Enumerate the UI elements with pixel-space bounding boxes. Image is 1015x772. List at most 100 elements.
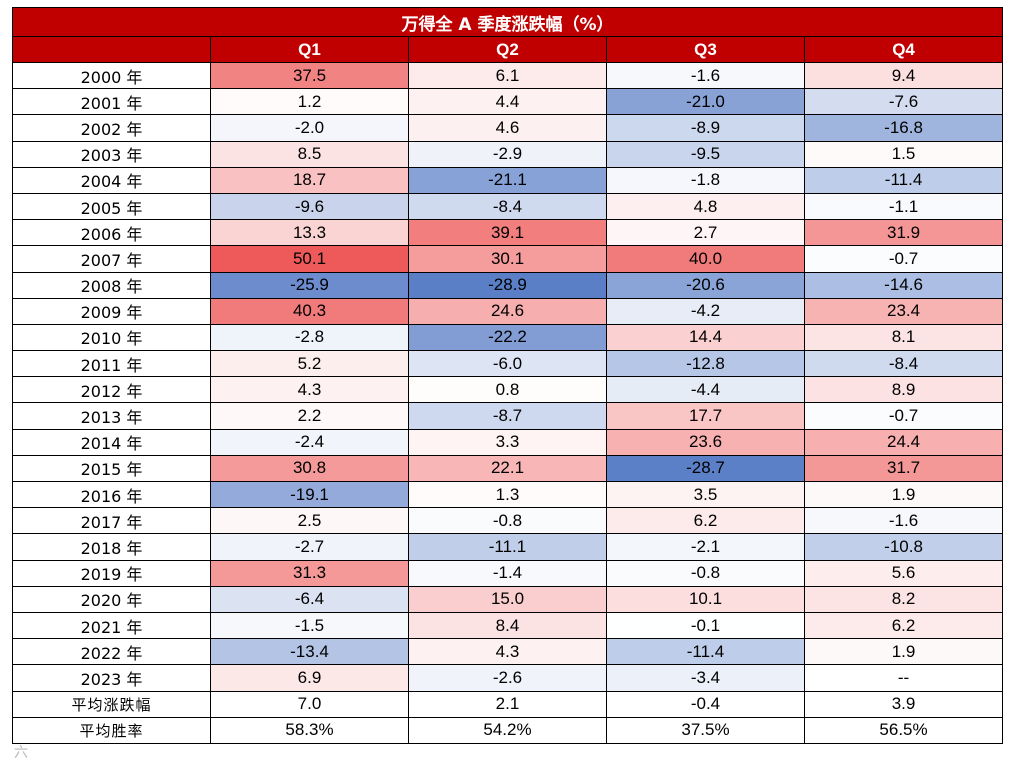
table-title: 万得全 A 季度涨跌幅（%） bbox=[11, 7, 1004, 37]
table-row: 2010 年 -2.8 -22.2 14.4 8.1 bbox=[12, 323, 1004, 352]
value-cell: 30.1 bbox=[408, 245, 607, 273]
value-cell: 6.2 bbox=[606, 507, 805, 535]
table-row: 2018 年 -2.7 -11.1 -2.1 -10.8 bbox=[12, 533, 1004, 561]
value-cell: -8.7 bbox=[408, 402, 607, 430]
value-cell: 2.5 bbox=[210, 507, 409, 535]
value-cell: 50.1 bbox=[210, 245, 409, 273]
value-cell: -14.6 bbox=[803, 271, 1004, 299]
value-cell: 3.5 bbox=[606, 480, 805, 509]
value-cell: -0.7 bbox=[803, 245, 1004, 273]
year-cell: 2021 年 bbox=[12, 611, 211, 640]
summary-label: 平均涨跌幅 bbox=[12, 690, 211, 718]
value-cell: -22.2 bbox=[408, 323, 607, 352]
value-cell: 6.1 bbox=[408, 61, 607, 90]
table-row: 2009 年 40.3 24.6 -4.2 23.4 bbox=[12, 297, 1004, 325]
value-cell: -11.4 bbox=[606, 638, 805, 666]
value-cell: -19.1 bbox=[210, 480, 409, 509]
value-cell: -1.1 bbox=[803, 192, 1004, 221]
value-cell: 24.6 bbox=[408, 297, 607, 325]
table-row: 2002 年 -2.0 4.6 -8.9 -16.8 bbox=[12, 114, 1004, 142]
value-cell: -11.4 bbox=[803, 166, 1004, 194]
value-cell: 4.3 bbox=[210, 376, 409, 404]
summary-label: 平均胜率 bbox=[12, 716, 211, 744]
year-cell: 2007 年 bbox=[12, 245, 211, 273]
year-cell: 2008 年 bbox=[12, 271, 211, 299]
year-cell: 2006 年 bbox=[12, 219, 211, 247]
value-cell: -13.4 bbox=[210, 638, 409, 666]
year-cell: 2022 年 bbox=[12, 638, 211, 666]
value-cell: -2.0 bbox=[210, 114, 409, 142]
value-cell: -1.4 bbox=[408, 559, 607, 587]
value-cell: -3.4 bbox=[606, 664, 805, 692]
value-cell: -2.6 bbox=[408, 664, 607, 692]
table-row: 2023 年 6.9 -2.6 -3.4 -- bbox=[12, 664, 1004, 692]
table-row: 2020 年 -6.4 15.0 10.1 8.2 bbox=[12, 585, 1004, 613]
value-cell: -2.4 bbox=[210, 428, 409, 456]
year-cell: 2010 年 bbox=[12, 323, 211, 352]
value-cell: 22.1 bbox=[408, 454, 607, 483]
value-cell: -1.8 bbox=[606, 166, 805, 194]
table-row: 2013 年 2.2 -8.7 17.7 -0.7 bbox=[12, 402, 1004, 430]
value-cell: 17.7 bbox=[606, 402, 805, 430]
value-cell: -16.8 bbox=[803, 114, 1004, 142]
value-cell: 8.4 bbox=[408, 611, 607, 640]
table-row: 2004 年 18.7 -21.1 -1.8 -11.4 bbox=[12, 166, 1004, 194]
table-row: 2022 年 -13.4 4.3 -11.4 1.9 bbox=[12, 638, 1004, 666]
table-header-row: Q1 Q2 Q3 Q4 bbox=[12, 36, 1004, 63]
value-cell: -6.4 bbox=[210, 585, 409, 613]
year-cell: 2005 年 bbox=[12, 192, 211, 221]
value-cell: 14.4 bbox=[606, 323, 805, 352]
value-cell: 1.9 bbox=[803, 638, 1004, 666]
quarterly-returns-table-wrapper: 万得全 A 季度涨跌幅（%） Q1 Q2 Q3 Q4 2000 年 37.5 6.1… bbox=[11, 7, 1004, 744]
value-cell: 0.8 bbox=[408, 376, 607, 404]
value-cell: -1.6 bbox=[606, 61, 805, 90]
year-cell: 2017 年 bbox=[12, 507, 211, 535]
table-title-row: 万得全 A 季度涨跌幅（%） bbox=[11, 7, 1004, 37]
value-cell: -20.6 bbox=[606, 271, 805, 299]
value-cell: 8.1 bbox=[803, 323, 1004, 352]
year-cell: 2014 年 bbox=[12, 428, 211, 456]
value-cell: 24.4 bbox=[803, 428, 1004, 456]
value-cell: -2.7 bbox=[210, 533, 409, 561]
value-cell: -7.6 bbox=[803, 88, 1004, 116]
year-cell: 2019 年 bbox=[12, 559, 211, 587]
value-cell: 2.7 bbox=[606, 219, 805, 247]
value-cell: -8.9 bbox=[606, 114, 805, 142]
table-row: 2019 年 31.3 -1.4 -0.8 5.6 bbox=[12, 559, 1004, 587]
table-body: 2000 年 37.5 6.1 -1.6 9.4 2001 年 1.2 4.4 -21.0 -7.… bbox=[12, 61, 1004, 744]
value-cell: -1.5 bbox=[210, 611, 409, 640]
value-cell: 8.9 bbox=[803, 376, 1004, 404]
year-cell: 2020 年 bbox=[12, 585, 211, 613]
table-row: 2015 年 30.8 22.1 -28.7 31.7 bbox=[12, 454, 1004, 483]
year-cell: 2003 年 bbox=[12, 140, 211, 168]
value-cell: 40.3 bbox=[210, 297, 409, 325]
table-row: 2007 年 50.1 30.1 40.0 -0.7 bbox=[12, 245, 1004, 273]
value-cell: -2.9 bbox=[408, 140, 607, 168]
value-cell: 23.4 bbox=[803, 297, 1004, 325]
value-cell: -2.1 bbox=[606, 533, 805, 561]
value-cell: 31.7 bbox=[803, 454, 1004, 483]
value-cell: -0.7 bbox=[803, 402, 1004, 430]
value-cell: 31.9 bbox=[803, 219, 1004, 247]
value-cell: 1.9 bbox=[803, 480, 1004, 509]
value-cell: 6.2 bbox=[803, 611, 1004, 640]
header-q1: Q1 bbox=[210, 36, 409, 63]
value-cell: 8.2 bbox=[803, 585, 1004, 613]
table-row: 2021 年 -1.5 8.4 -0.1 6.2 bbox=[12, 611, 1004, 640]
summary-value: -0.4 bbox=[606, 690, 805, 718]
value-cell: -2.8 bbox=[210, 323, 409, 352]
value-cell: -9.6 bbox=[210, 192, 409, 221]
value-cell: -21.1 bbox=[408, 166, 607, 194]
value-cell: -- bbox=[803, 664, 1004, 692]
value-cell: -4.4 bbox=[606, 376, 805, 404]
value-cell: -25.9 bbox=[210, 271, 409, 299]
watermark-logo: 六 bbox=[14, 745, 28, 761]
value-cell: 40.0 bbox=[606, 245, 805, 273]
value-cell: 30.8 bbox=[210, 454, 409, 483]
value-cell: -9.5 bbox=[606, 140, 805, 168]
summary-value: 2.1 bbox=[408, 690, 607, 718]
value-cell: 3.3 bbox=[408, 428, 607, 456]
header-blank bbox=[12, 36, 211, 63]
value-cell: 4.4 bbox=[408, 88, 607, 116]
quarterly-returns-table: 万得全 A 季度涨跌幅（%） Q1 Q2 Q3 Q4 2000 年 37.5 6.1… bbox=[11, 7, 1004, 744]
